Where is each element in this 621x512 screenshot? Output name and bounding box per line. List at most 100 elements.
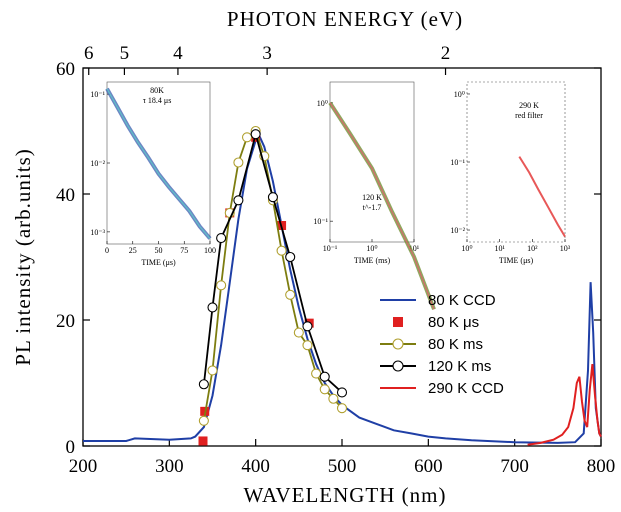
data-point (207, 365, 218, 376)
inset-title: 80K (150, 86, 164, 95)
x-tick-label: 800 (587, 456, 616, 477)
legend-label: 120 K ms (428, 358, 491, 375)
legend-entry: 80 K μs (393, 314, 479, 331)
left-tick-labels: 0 20 40 60 (56, 59, 75, 458)
inset-frame (329, 81, 415, 243)
inset-y-tick-label: 10⁰ (454, 90, 465, 99)
top-tick-label: 2 (441, 43, 451, 64)
top-axis-title: PHOTON ENERGY (eV) (227, 7, 463, 31)
inset-x-tick-label: 10³ (560, 244, 571, 253)
data-point (233, 157, 244, 168)
inset-x-tick-label: 75 (180, 246, 188, 255)
data-point (216, 233, 227, 244)
data-point (336, 403, 348, 414)
legend-label: 80 K CCD (428, 292, 496, 309)
inset-x-tick-label: 50 (155, 246, 163, 255)
series-1 (198, 132, 314, 446)
legend-entry: 120 K ms (380, 358, 491, 375)
data-point (319, 384, 330, 395)
series-layer (83, 125, 602, 446)
series-line (527, 363, 602, 446)
inset-y-tick-label: 10⁻¹ (450, 158, 465, 167)
inset-x-tick-label: 25 (129, 246, 137, 255)
data-point (285, 251, 296, 263)
axis-ticks (82, 67, 602, 447)
top-tick-label: 3 (262, 43, 272, 64)
y-tick-label: 20 (56, 311, 75, 332)
inset-annotation: t^-1.7 (363, 203, 382, 212)
data-point (207, 302, 218, 313)
data-point (250, 129, 261, 140)
x-tick-label: 500 (328, 456, 357, 477)
inset-frame (466, 81, 566, 243)
x-axis-title: WAVELENGTH (nm) (244, 483, 447, 507)
inset-x-tick-label: 10² (527, 244, 538, 253)
series-line (83, 135, 602, 444)
legend-label: 80 K μs (428, 314, 479, 331)
inset-y-tick-label: 10⁰ (317, 99, 328, 108)
inset-y-tick-label: 10⁻² (90, 159, 105, 168)
inset-x-tick-label: 10⁰ (461, 244, 472, 253)
inset-y-tick-label: 10⁻¹ (90, 90, 105, 99)
x-tick-label: 400 (241, 456, 270, 477)
inset-title: 120 K (362, 193, 382, 202)
series-3 (198, 129, 348, 398)
x-tick-label: 200 (69, 456, 98, 477)
data-point (276, 245, 287, 256)
data-point (198, 379, 209, 390)
y-tick-label: 60 (56, 59, 75, 80)
data-point (198, 436, 208, 446)
series-line (203, 130, 343, 394)
inset-decay-data (105, 87, 212, 240)
inset-y-tick-label: 10⁻² (450, 226, 465, 235)
inset-290K: 10⁰ 10¹ 10² 10³ 10⁰ 10⁻¹ 10⁻² TIME (μs) 290 Kred… (450, 81, 571, 265)
legend-entry: 80 K ms (380, 336, 483, 353)
data-point (216, 280, 227, 291)
data-point (302, 321, 313, 332)
y-axis-title: PL intensity (arb.units) (11, 148, 35, 365)
series-0 (83, 135, 602, 444)
y-tick-label: 0 (66, 437, 76, 458)
inset-decay-data (518, 156, 566, 238)
legend-label: 290 K CCD (428, 380, 504, 397)
legend-swatch-marker (392, 338, 404, 350)
data-point (267, 192, 278, 203)
data-point (319, 371, 330, 382)
inset-x-label: TIME (ms) (354, 256, 391, 265)
data-point (328, 393, 339, 404)
data-point (198, 415, 209, 426)
series-4 (527, 363, 602, 446)
x-tick-label: 700 (500, 456, 529, 477)
inset-120K: 10⁻¹ 10⁰ 10¹ 10⁰ 10⁻¹ TIME (ms) 120 Kt^-1.7 (313, 81, 436, 311)
inset-y-tick-label: 10⁻³ (90, 228, 105, 237)
data-point (336, 387, 348, 398)
top-tick-label: 5 (120, 43, 130, 64)
data-point (302, 340, 313, 351)
y-tick-label: 40 (56, 185, 75, 206)
inset-x-tick-label: 100 (204, 246, 216, 255)
legend-label: 80 K ms (428, 336, 483, 353)
inset-y-tick-label: 10⁻¹ (313, 217, 328, 226)
data-point (241, 132, 253, 143)
top-tick-label: 6 (84, 43, 94, 64)
inset-x-tick-label: 10¹ (409, 244, 420, 253)
inset-fit-line (106, 88, 211, 239)
legend-entry: 290 K CCD (380, 380, 504, 397)
data-point (311, 368, 322, 379)
inset-x-tick-label: 0 (105, 246, 109, 255)
data-point (293, 327, 304, 338)
legend-swatch-marker (392, 360, 404, 372)
legend: 80 K CCD 80 K μs 80 K ms 120 K ms 290 K CCD (380, 292, 504, 397)
top-tick-labels: 6 5 4 3 2 (84, 43, 450, 64)
bottom-tick-labels: 200 300 400 500 600 700 800 (69, 456, 616, 477)
inset-x-label: TIME (μs) (499, 256, 534, 265)
x-tick-label: 300 (155, 456, 184, 477)
inset-x-tick-label: 10¹ (494, 244, 505, 253)
inset-x-label: TIME (μs) (141, 258, 176, 267)
inset-x-tick-label: 10⁰ (366, 244, 377, 253)
legend-entry: 80 K CCD (380, 292, 496, 309)
data-point (285, 289, 296, 300)
data-point (233, 195, 244, 206)
